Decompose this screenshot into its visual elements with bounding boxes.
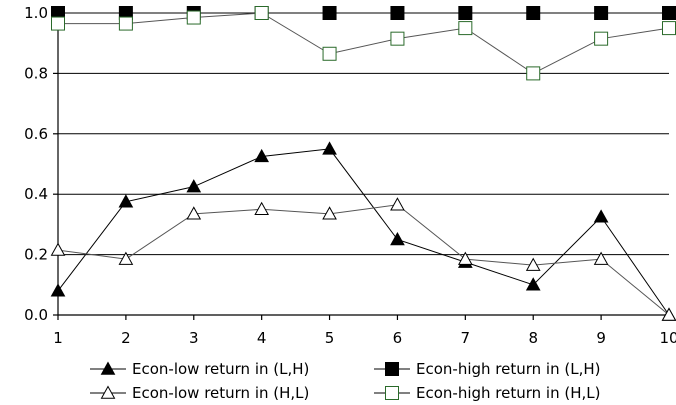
data-point [322,6,337,20]
data-point [50,242,66,256]
y-tick-label: 0.4 [24,185,48,203]
grid-lines [58,12,669,256]
legend-label: Econ-high return in (L,H) [416,360,600,378]
data-point [51,16,65,31]
y-tick-label: 0.0 [24,306,48,324]
data-point [390,197,405,211]
series-1 [50,141,676,321]
legend-item: Econ-low return in (L,H) [90,360,309,378]
data-point [526,66,541,81]
legend-item: Econ-high return in (H,L) [374,384,600,402]
data-point [390,31,405,46]
data-point [458,21,473,36]
data-point [322,46,337,61]
legend-marker [100,385,116,399]
data-point [118,251,134,265]
y-tick-label: 0.6 [24,125,48,143]
data-point [593,251,609,265]
series-layer [50,6,676,321]
x-tick-label: 5 [325,329,335,347]
legend-marker [385,386,399,400]
data-point [254,148,270,163]
series-3 [50,197,676,321]
data-point [186,179,202,193]
series-2 [51,6,676,20]
data-point [526,6,541,20]
x-tick-label: 8 [528,329,538,347]
x-tick-label: 10 [659,329,676,347]
data-point [322,141,337,155]
legend-marker [100,361,116,375]
legend-label: Econ-low return in (L,H) [132,360,309,378]
series-line [57,148,670,316]
data-point [661,307,676,321]
data-point [662,21,676,36]
legend-label: Econ-low return in (H,L) [132,384,309,402]
x-tick-label: 2 [121,329,131,347]
data-point [186,206,202,220]
x-tick-label: 1 [53,329,63,347]
series-4 [51,6,676,81]
data-point [525,257,541,271]
data-point [594,6,609,20]
x-tick-label: 9 [596,329,606,347]
data-point [458,6,473,20]
data-point [118,16,133,31]
legend: Econ-low return in (L,H) Econ-high return… [90,360,600,402]
series-line [57,204,670,316]
y-tick-label: 0.2 [24,246,48,264]
legend-marker [385,362,399,376]
y-tick-label: 1.0 [24,4,48,22]
y-tick-labels: 0.0 0.2 0.4 0.6 0.8 1.0 [24,4,48,324]
data-point [457,251,473,265]
x-tick-label: 7 [461,329,471,347]
axes [53,12,670,320]
legend-item: Econ-low return in (H,L) [90,384,309,402]
data-point [594,31,609,46]
data-point [390,231,405,246]
legend-label: Econ-high return in (H,L) [416,384,600,402]
data-point [593,209,609,223]
data-point [390,6,405,20]
data-point [525,277,541,291]
series-line [58,12,670,74]
data-point [118,194,134,208]
data-point [254,201,270,215]
data-point [50,283,66,297]
data-point [254,6,269,20]
x-tick-label: 4 [257,329,267,347]
x-tick-label: 6 [393,329,403,347]
x-tick-label: 3 [189,329,199,347]
data-point [322,206,337,220]
x-tick-labels: 1 2 3 4 5 6 7 8 9 10 [53,329,676,347]
data-point [186,10,201,25]
data-point [662,6,676,20]
y-tick-label: 0.8 [24,64,48,82]
legend-item: Econ-high return in (L,H) [374,360,600,378]
